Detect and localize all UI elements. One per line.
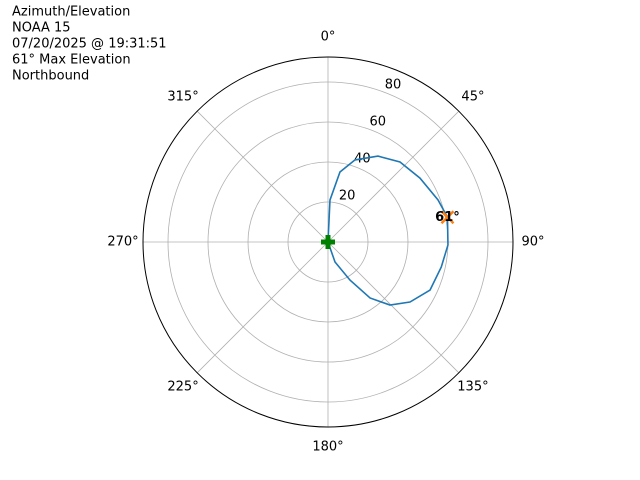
angular-tick-label: 135° bbox=[457, 379, 488, 394]
polar-frame bbox=[142, 56, 514, 428]
title-line: 61° Max Elevation bbox=[12, 53, 131, 68]
angular-tick-label: 45° bbox=[461, 90, 484, 105]
angular-tick-label: 90° bbox=[521, 235, 544, 250]
title-line: 07/20/2025 @ 19:31:51 bbox=[12, 37, 167, 52]
radial-tick-label: 60 bbox=[369, 114, 386, 129]
radial-tick-label: 20 bbox=[339, 188, 356, 203]
angular-grid-line bbox=[196, 110, 329, 243]
angular-tick-label: 315° bbox=[167, 90, 198, 105]
pass-track bbox=[327, 155, 449, 306]
angular-tick-label: 180° bbox=[312, 440, 343, 455]
angular-grid-line bbox=[327, 110, 460, 243]
angular-tick-label: 225° bbox=[167, 379, 198, 394]
endpoint-marker bbox=[321, 235, 335, 249]
angular-tick-label: 270° bbox=[107, 235, 138, 250]
title-block: Azimuth/Elevation NOAA 15 07/20/2025 @ 1… bbox=[12, 5, 167, 84]
angular-grid-line bbox=[327, 241, 460, 374]
max-elevation-label: 61° bbox=[435, 210, 460, 225]
title-line: Azimuth/Elevation bbox=[12, 5, 130, 20]
title-line: Northbound bbox=[12, 69, 89, 84]
angular-tick-label: 0° bbox=[321, 30, 336, 45]
max-elevation-marker bbox=[440, 210, 455, 225]
title-line: NOAA 15 bbox=[12, 21, 71, 36]
angular-grid-line bbox=[196, 241, 329, 374]
radial-tick-label: 80 bbox=[385, 77, 402, 92]
